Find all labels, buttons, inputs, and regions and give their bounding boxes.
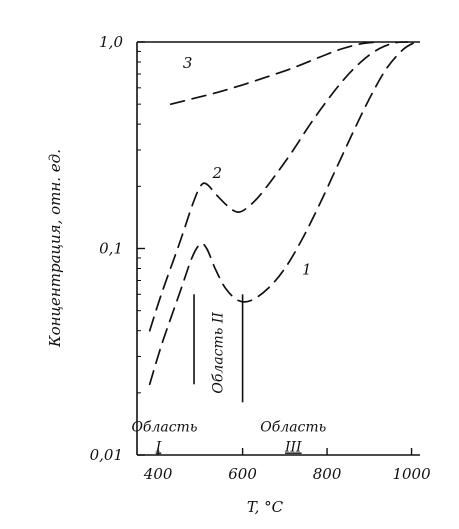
y-ticks: 1,0 0,1 0,01 <box>90 33 145 464</box>
x-tick-label-1000: 1000 <box>392 465 431 483</box>
x-tick-label-800: 800 <box>313 465 342 483</box>
region-label-1-word: Область <box>131 419 197 435</box>
x-ticks: 400 600 800 1000 <box>143 448 431 483</box>
y-tick-label-0,01: 0,01 <box>90 446 123 464</box>
region-labels: Область I Область II Область III <box>131 312 326 456</box>
region-boundaries <box>193 294 244 403</box>
series-group: 1 2 3 <box>148 41 417 386</box>
y-tick-label-1,0: 1,0 <box>99 33 123 51</box>
x-tick-label-600: 600 <box>228 465 257 483</box>
region-label-3-word: Область <box>260 419 326 435</box>
x-axis-title: T, °C <box>247 498 284 516</box>
series-line-2 <box>148 41 409 332</box>
series-label-1: 1 <box>302 260 312 278</box>
y-tick-label-0,1: 0,1 <box>99 240 123 258</box>
series-label-3: 3 <box>183 54 193 72</box>
series-line-3 <box>169 41 379 106</box>
x-tick-label-400: 400 <box>143 465 173 483</box>
region-label-2: Область II <box>210 312 226 394</box>
region-label-1-numeral: I <box>155 439 162 455</box>
series-label-2: 2 <box>211 164 222 182</box>
y-axis-title: Концентрация, отн. ед. <box>46 149 64 348</box>
region-label-3-numeral: III <box>284 439 302 455</box>
series-line-1 <box>148 41 417 386</box>
